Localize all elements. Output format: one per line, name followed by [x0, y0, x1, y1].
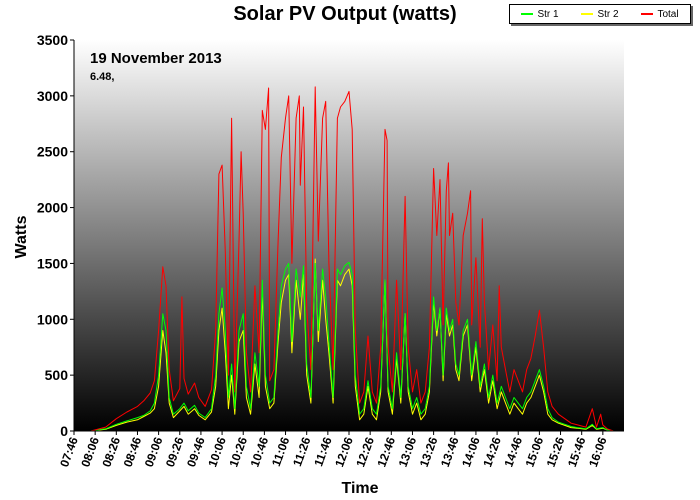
y-tick-label: 2500: [37, 144, 68, 160]
y-tick-label: 3500: [37, 32, 68, 48]
x-tick-label: 15:26: [544, 435, 568, 469]
x-tick-label: 13:46: [438, 435, 462, 469]
x-tick-label: 09:26: [163, 435, 187, 469]
x-axis-label: Time: [341, 480, 378, 497]
x-tick-label: 15:06: [523, 435, 547, 469]
x-tick-label: 12:46: [374, 435, 398, 469]
x-tick-label: 13:06: [396, 435, 420, 469]
y-tick-label: 0: [60, 423, 68, 439]
x-tick-label: 13:26: [417, 435, 441, 469]
y-tick-label: 3000: [37, 88, 68, 104]
x-tick-label: 10:26: [226, 435, 250, 469]
chart-title: Solar PV Output (watts): [233, 3, 456, 25]
x-tick-label: 09:06: [142, 435, 166, 469]
x-tick-label: 08:06: [78, 435, 102, 469]
x-tick-label: 11:26: [290, 435, 314, 468]
x-tick-label: 14:46: [501, 435, 525, 469]
x-tick-label: 12:06: [332, 435, 356, 469]
series-line-total: [90, 86, 622, 431]
date-annotation: 19 November 2013: [90, 50, 222, 67]
x-tick-label: 07:46: [57, 435, 81, 469]
y-axis-ticks: 0 500 1000 1500 2000 2500 3000 3500: [37, 32, 74, 439]
legend-swatch-str2: [581, 13, 594, 15]
value-annotation: 6.48,: [90, 71, 114, 83]
y-tick-label: 1500: [37, 255, 68, 271]
x-tick-label: 16:06: [586, 435, 610, 469]
x-tick-label: 11:46: [311, 435, 335, 468]
x-tick-label: 10:06: [205, 435, 229, 469]
x-tick-label: 14:06: [459, 435, 483, 469]
legend-item-total: Total: [641, 8, 679, 20]
x-tick-label: 08:26: [99, 435, 123, 469]
legend-item-str1: Str 1: [521, 8, 559, 20]
legend-label-str1: Str 1: [537, 8, 559, 20]
legend-swatch-total: [641, 13, 654, 15]
series-line-str-2: [90, 258, 622, 431]
x-tick-label: 11:06: [269, 435, 293, 468]
legend: Str 1 Str 2 Total: [509, 4, 691, 24]
x-tick-label: 12:26: [353, 435, 377, 469]
legend-label-total: Total: [657, 8, 679, 20]
series-lines: [90, 86, 622, 431]
series-line-str-1: [90, 261, 622, 431]
x-tick-label: 14:26: [480, 435, 504, 469]
y-axis-label: Watts: [13, 215, 30, 258]
y-tick-label: 1000: [37, 311, 68, 327]
y-tick-label: 500: [45, 367, 69, 383]
legend-item-str2: Str 2: [581, 8, 619, 20]
legend-swatch-str1: [521, 13, 534, 15]
x-tick-label: 10:46: [248, 435, 272, 469]
x-tick-label: 15:46: [565, 435, 589, 469]
x-tick-label: 09:46: [184, 435, 208, 469]
x-axis-ticks: 07:4608:0608:2608:4609:0609:2609:4610:06…: [57, 431, 610, 469]
y-tick-label: 2000: [37, 200, 68, 216]
x-tick-label: 08:46: [121, 435, 145, 469]
legend-label-str2: Str 2: [597, 8, 619, 20]
plot-area: [74, 40, 624, 431]
